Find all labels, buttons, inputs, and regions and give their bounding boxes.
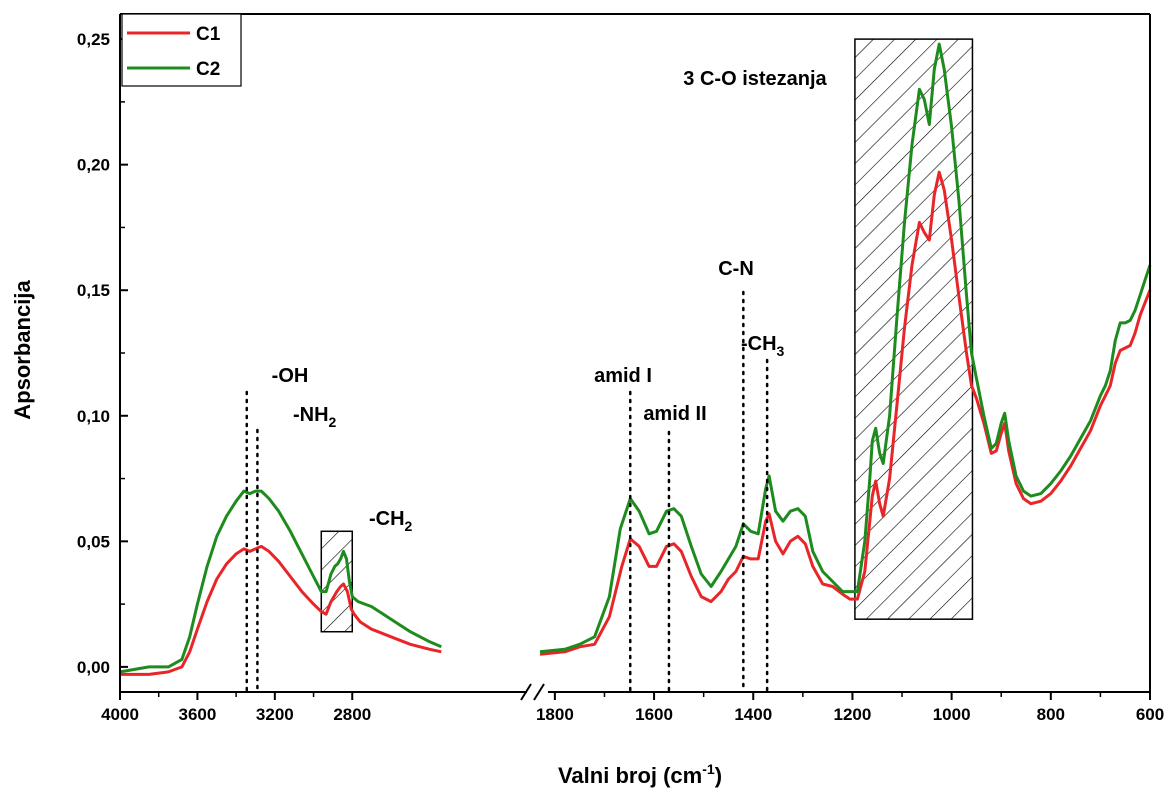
annotation-nh2: -NH2 bbox=[293, 404, 337, 430]
annotation-c-n: C-N bbox=[718, 258, 754, 280]
series-line-c1-segment-1 bbox=[539, 170, 1152, 656]
hatched-region-0 bbox=[320, 530, 354, 633]
x-tick-label: 1200 bbox=[834, 705, 872, 724]
x-tick-label: 3600 bbox=[179, 705, 217, 724]
series-line-c2-segment-1 bbox=[539, 42, 1152, 654]
x-tick-label: 1000 bbox=[933, 705, 971, 724]
y-tick-label: 0,00 bbox=[77, 658, 110, 677]
axis-break-mark-1 bbox=[520, 683, 532, 701]
x-tick-label: 2800 bbox=[333, 705, 371, 724]
legend: C1 C2 bbox=[121, 13, 242, 87]
y-tick-label: 0,20 bbox=[77, 156, 110, 175]
x-axis-title: Valni broj (cm-1) bbox=[558, 761, 722, 788]
annotation-c-o-stretching: 3 C-O istezanja bbox=[683, 68, 827, 90]
tick-marks bbox=[119, 38, 1151, 700]
y-tick-label: 0,15 bbox=[77, 281, 110, 300]
x-tick-label: 1800 bbox=[536, 705, 574, 724]
annotation-amid-i: amid I bbox=[594, 365, 652, 387]
x-tick-label: 600 bbox=[1136, 705, 1164, 724]
x-tick-label: 3200 bbox=[256, 705, 294, 724]
y-axis-title: Apsorbancija bbox=[10, 280, 35, 420]
legend-box bbox=[121, 13, 242, 87]
x-tick-label: 1400 bbox=[734, 705, 772, 724]
x-tick-label: 1600 bbox=[635, 705, 673, 724]
axis-break-mark-2 bbox=[533, 683, 545, 701]
annotation-oh: -OH bbox=[272, 365, 309, 387]
y-tick-labels: 0,00 0,05 0,10 0,15 0,20 0,25 bbox=[77, 30, 110, 677]
series-layer bbox=[119, 42, 1152, 676]
annotation-ch3: -CH3 bbox=[741, 333, 785, 359]
x-tick-labels: 4000 3600 3200 2800 1800 1600 1400 1200 1000 800 6… bbox=[101, 705, 1164, 724]
annotation-amid-ii: amid II bbox=[643, 403, 706, 425]
axes bbox=[119, 13, 1151, 701]
y-tick-label: 0,10 bbox=[77, 407, 110, 426]
hatched-regions bbox=[320, 38, 974, 633]
annotation-guide-lines bbox=[245, 290, 769, 694]
legend-label-c2: C2 bbox=[196, 59, 220, 80]
series-line-c1-segment-0 bbox=[120, 544, 442, 676]
legend-label-c1: C1 bbox=[196, 24, 221, 45]
y-tick-label: 0,25 bbox=[77, 30, 110, 49]
y-tick-label: 0,05 bbox=[77, 532, 110, 551]
x-tick-label: 800 bbox=[1037, 705, 1065, 724]
x-tick-label: 4000 bbox=[101, 705, 139, 724]
series-line-c2-segment-0 bbox=[119, 489, 442, 674]
annotation-ch2: -CH2 bbox=[369, 508, 413, 534]
